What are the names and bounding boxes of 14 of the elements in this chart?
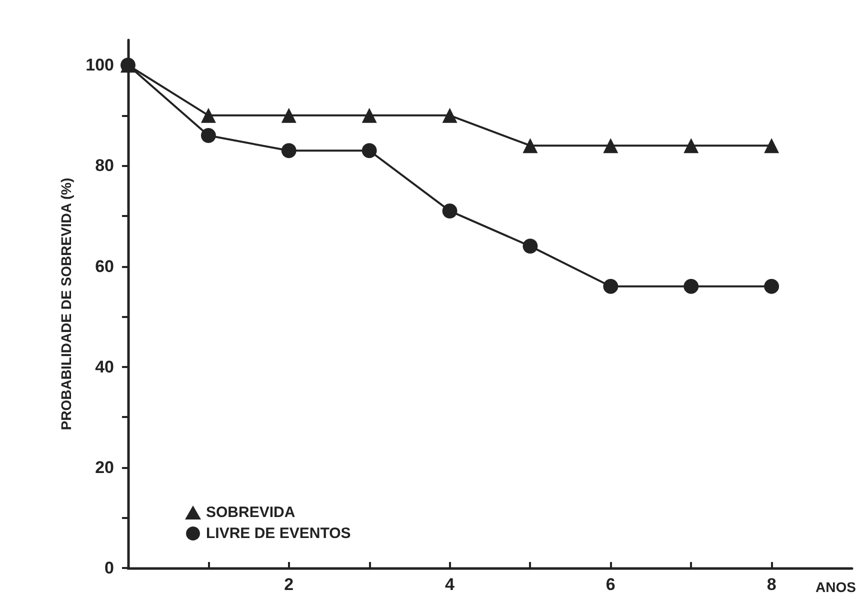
y-axis-title: PROBABILIDADE DE SOBREVIDA (%) — [58, 178, 74, 430]
y-tick-label: 80 — [95, 156, 114, 176]
y-tick-label: 40 — [95, 357, 114, 376]
x-axis-title: ANOS — [816, 579, 856, 595]
y-tick-label: 60 — [95, 256, 114, 276]
y-tick-label: 0 — [104, 558, 114, 578]
x-tick-label: 4 — [445, 575, 456, 594]
y-tick-label: 20 — [95, 458, 114, 477]
x-tick-label: 6 — [606, 575, 616, 594]
x-tick-label: 8 — [766, 575, 776, 594]
legend-label: SOBREVIDA — [206, 504, 296, 521]
legend-label: LIVRE DE EVENTOS — [206, 525, 351, 542]
x-tick-label: 2 — [284, 575, 294, 594]
y-tick-label: 100 — [86, 56, 114, 75]
